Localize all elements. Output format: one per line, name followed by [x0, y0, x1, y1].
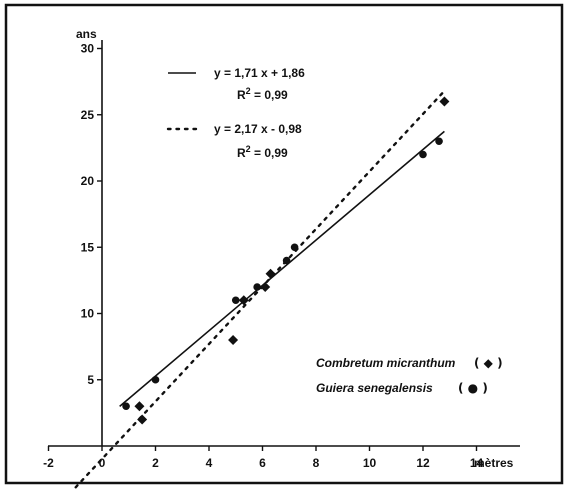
r2-combretum: R2 = 0,99	[237, 86, 288, 102]
fit-line-combretum	[119, 130, 445, 408]
point-circle	[419, 150, 427, 159]
point-circle	[231, 296, 240, 305]
x-tick-label: 0	[99, 456, 106, 470]
y-tick-label: 10	[81, 307, 95, 321]
point-circle	[435, 137, 443, 146]
point-diamond	[238, 295, 249, 306]
point-diamond	[228, 335, 239, 345]
equation-combretum: y = 1,71 x + 1,86	[214, 66, 305, 80]
figure-frame	[4, 3, 564, 485]
y-tick-label: 20	[81, 174, 95, 188]
point-circle	[290, 243, 299, 252]
r2-guiera-prefix: R	[237, 146, 246, 160]
legend-symbol-guiera-glyph: ●	[468, 381, 478, 395]
equation-guiera: y = 2,17 x - 0,98	[214, 122, 302, 136]
x-tick-label: 14	[470, 456, 484, 470]
point-circle	[122, 402, 130, 411]
fit-lines	[72, 89, 446, 489]
legend-label-guiera: Guiera senegalensis	[316, 381, 433, 395]
point-diamond	[134, 401, 145, 412]
y-tick-label: 25	[81, 108, 95, 122]
x-tick-label: -2	[43, 456, 54, 470]
point-circle	[282, 256, 291, 265]
point-circle	[151, 375, 160, 384]
fit-annotations: y = 1,71 x + 1,86 R2 = 0,99 y = 2,17 x -…	[166, 66, 305, 160]
r2-guiera-sup: 2	[246, 144, 251, 154]
legend: Combretum micranthum ( ◆ ) Guiera senega…	[316, 356, 503, 395]
r2-combretum-prefix: R	[237, 88, 246, 102]
y-tick-label: 5	[87, 373, 94, 387]
x-axis-label: mètres	[474, 456, 514, 470]
legend-symbol-combretum: ( ◆ )	[474, 356, 503, 370]
point-diamond	[265, 268, 276, 279]
axes: ans mètres	[48, 27, 520, 470]
legend-symbol-guiera: ( ● )	[458, 381, 488, 395]
x-tick-label: 12	[416, 456, 430, 470]
x-tick-label: 4	[206, 456, 213, 470]
r2-combretum-sup: 2	[246, 86, 251, 96]
y-axis-label: ans	[76, 27, 97, 41]
tick-group: -2 0 2 4 6 8 10 12 14 5 10 15 20 25 30	[43, 42, 483, 471]
point-diamond	[439, 96, 450, 107]
point-diamond	[260, 282, 271, 292]
x-tick-label: 8	[313, 456, 320, 470]
point-diamond	[137, 414, 148, 425]
r2-guiera: R2 = 0,99	[237, 144, 288, 160]
data-points	[122, 96, 450, 425]
legend-label-combretum: Combretum micranthum	[316, 356, 456, 370]
y-tick-label: 15	[81, 240, 95, 254]
x-tick-label: 2	[152, 456, 159, 470]
y-tick-label: 30	[81, 42, 95, 56]
legend-symbol-combretum-glyph: ◆	[484, 356, 494, 370]
x-tick-label: 6	[259, 456, 266, 470]
r2-guiera-value: = 0,99	[251, 146, 288, 160]
r2-combretum-value: = 0,99	[251, 88, 288, 102]
x-tick-label: 10	[363, 456, 377, 470]
point-circle	[253, 283, 261, 291]
fit-line-guiera	[72, 89, 446, 489]
